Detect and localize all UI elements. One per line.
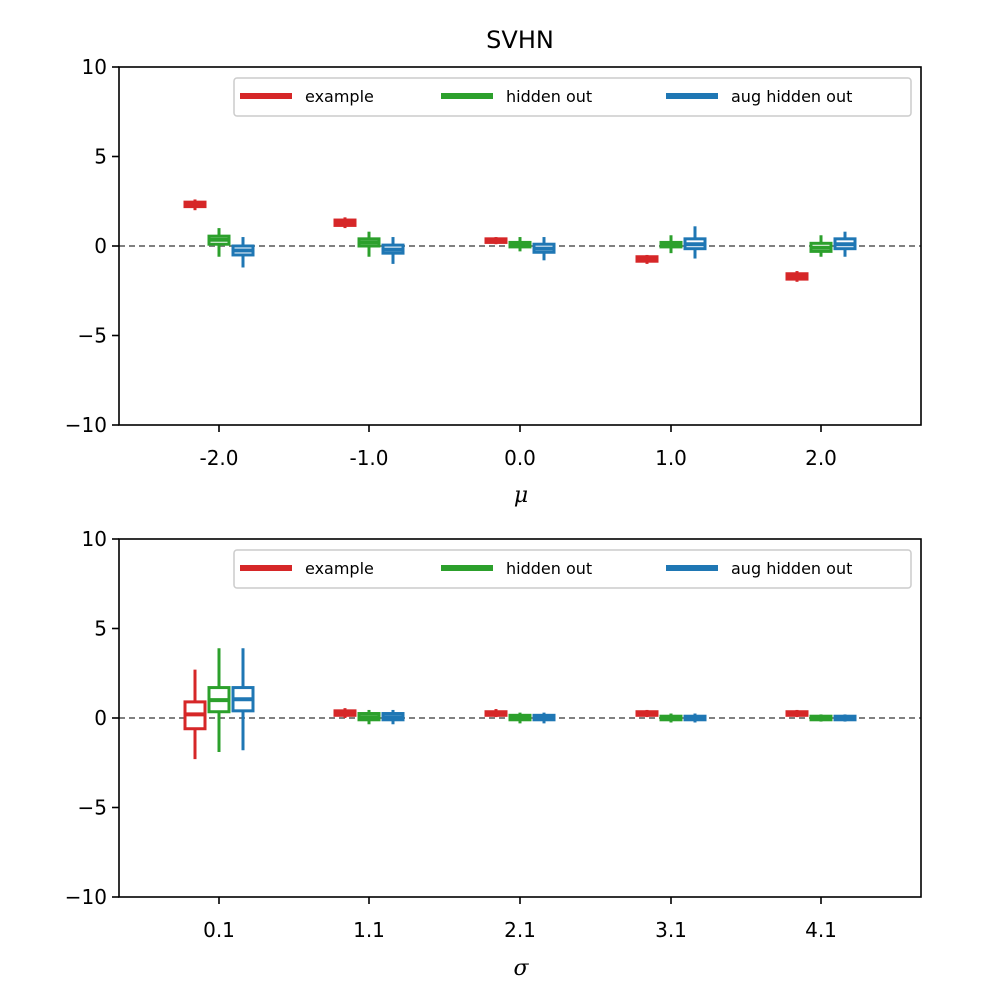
x-tick-label: -1.0	[349, 446, 388, 470]
box-aug-hidden-out-4.1	[833, 714, 857, 722]
series-hidden-out	[207, 228, 833, 257]
box-example-2.0	[785, 271, 809, 282]
box-example-0.1	[183, 669, 207, 760]
box-hidden-out--2.0	[207, 228, 231, 257]
y-tick-label: 10	[82, 527, 107, 551]
y-tick-label: 0	[94, 234, 107, 258]
box-example-0.0	[484, 237, 508, 245]
box-hidden-out-3.1	[659, 713, 683, 723]
legend-label: aug hidden out	[731, 87, 852, 106]
y-tick-label: 10	[82, 55, 107, 79]
legend: example hidden out aug hidden out	[233, 549, 912, 589]
legend-box	[233, 77, 912, 117]
series-hidden-out	[207, 648, 833, 753]
x-tick-label: 1.0	[655, 446, 687, 470]
box-aug-hidden-out--1.0	[381, 237, 405, 264]
box-example-2.1	[484, 709, 508, 718]
y-tick-label: 0	[94, 706, 107, 730]
y-tick-label: −5	[78, 796, 107, 820]
x-tick-label: 0.1	[203, 918, 235, 942]
box-aug-hidden-out-1.1	[381, 709, 405, 725]
y-tick-label: −10	[65, 885, 107, 909]
x-axis-label: σ	[513, 956, 529, 981]
legend: example hidden out aug hidden out	[233, 77, 912, 117]
legend-box	[233, 549, 912, 589]
box-aug-hidden-out-0.0	[532, 237, 556, 261]
box-aug-hidden-out-2.1	[532, 712, 556, 724]
box-aug-hidden-out-3.1	[683, 713, 707, 723]
top-panel-mu: −10 −5 0 5 10 -2.0 -1.0 0.0 1.0 2.0 μ example hidden…	[65, 55, 922, 508]
x-tick-label: 4.1	[805, 918, 837, 942]
x-tick-label: 1.1	[353, 918, 385, 942]
box-example-3.1	[635, 709, 659, 718]
box-hidden-out-2.0	[809, 235, 833, 257]
x-tick-label: -2.0	[199, 446, 238, 470]
box-hidden-out-0.0	[508, 237, 532, 252]
x-tick-label: 2.0	[805, 446, 837, 470]
y-tick-label: 5	[94, 617, 107, 641]
y-tick-label: 5	[94, 145, 107, 169]
series-example	[183, 669, 809, 760]
box-hidden-out-0.1	[207, 648, 231, 753]
legend-label: aug hidden out	[731, 559, 852, 578]
y-tick-label: −10	[65, 413, 107, 437]
bottom-panel-sigma: −10 −5 0 5 10 0.1 1.1 2.1 3.1 4.1 σ example hidden o…	[65, 527, 922, 981]
box-hidden-out-1.1	[357, 709, 381, 725]
legend-label: hidden out	[506, 559, 592, 578]
x-tick-label: 3.1	[655, 918, 687, 942]
legend-label: example	[305, 87, 374, 106]
box-hidden-out-1.0	[659, 235, 683, 254]
box-example--1.0	[333, 217, 357, 229]
x-tick-label: 0.0	[504, 446, 536, 470]
box-aug-hidden-out-1.0	[683, 226, 707, 259]
chart-title: SVHN	[486, 26, 554, 54]
box-aug-hidden-out-2.0	[833, 231, 857, 257]
legend-label: example	[305, 559, 374, 578]
box-hidden-out-4.1	[809, 714, 833, 722]
box-aug-hidden-out-0.1	[231, 648, 255, 751]
series-aug-hidden-out	[231, 648, 857, 751]
box-example-1.1	[333, 708, 357, 718]
box-aug-hidden-out--2.0	[231, 237, 255, 268]
box-example-4.1	[785, 709, 809, 718]
legend-label: hidden out	[506, 87, 592, 106]
series-example	[183, 199, 809, 282]
box-hidden-out-2.1	[508, 712, 532, 724]
x-tick-label: 2.1	[504, 918, 536, 942]
x-axis-label: μ	[514, 483, 528, 508]
box-hidden-out--1.0	[357, 231, 381, 257]
box-example-1.0	[635, 254, 659, 264]
series-aug-hidden-out	[231, 226, 857, 268]
box-example--2.0	[183, 199, 207, 211]
y-tick-label: −5	[78, 324, 107, 348]
